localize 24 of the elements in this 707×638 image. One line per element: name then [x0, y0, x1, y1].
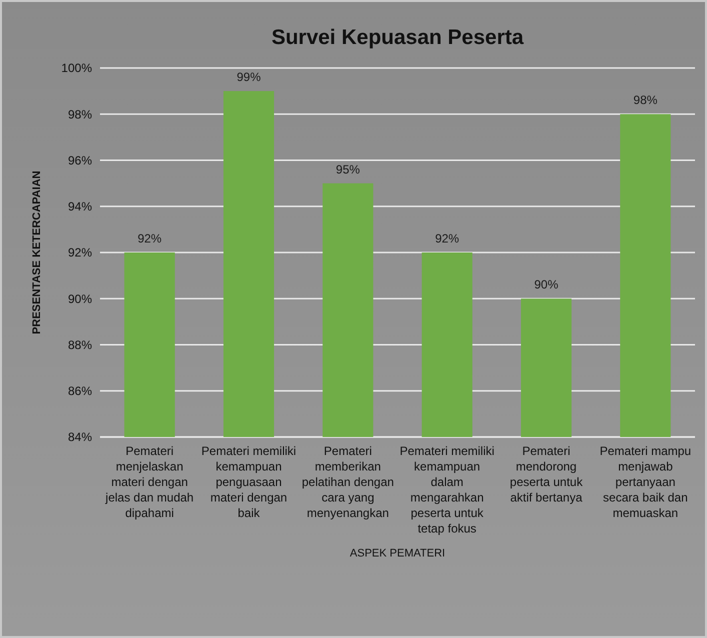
data-label: 92% [435, 232, 460, 246]
y-tick-label: 94% [68, 200, 92, 214]
x-tick-label: Pemateri mampu menjawab pertanyaan secara baik dan memuaskan [600, 444, 692, 520]
y-tick-label: 100% [61, 61, 92, 76]
y-tick-label: 86% [68, 384, 92, 398]
y-tick-label: 88% [68, 338, 92, 352]
x-axis-title: ASPEK PEMATERI [350, 548, 446, 560]
y-tick-label: 96% [68, 153, 92, 168]
data-label: 98% [633, 93, 658, 108]
chart-title: Survei Kepuasan Peserta [271, 26, 524, 49]
y-tick-label: 92% [68, 246, 92, 260]
x-tick-label: Pemateri memiliki kemampuan penguasaan materi dengan baik [201, 444, 296, 520]
data-label: 92% [138, 232, 162, 246]
data-label: 99% [236, 70, 262, 84]
y-tick-label: 98% [68, 107, 92, 122]
y-tick-label: 90% [68, 292, 92, 306]
data-label: 90% [534, 278, 559, 292]
x-tick-label: Pemateri mendorong peserta untuk aktif bertanya [510, 444, 584, 504]
x-tick-label: Pemateri menjelaskan materi dengan jelas dan mudah dipahami [104, 444, 194, 520]
x-tick-label: Pemateri memiliki kemampuan dalam mengarahkan peserta untuk tetap fokus [400, 444, 494, 536]
x-tick-label: Pemateri memberikan pelatihan dengan cara yang menyenangkan [302, 444, 394, 520]
y-tick-label: 84% [68, 430, 92, 444]
data-label: 95% [336, 162, 360, 176]
y-axis-title: PRESENTASE KETERCAPAIAN [31, 170, 43, 334]
